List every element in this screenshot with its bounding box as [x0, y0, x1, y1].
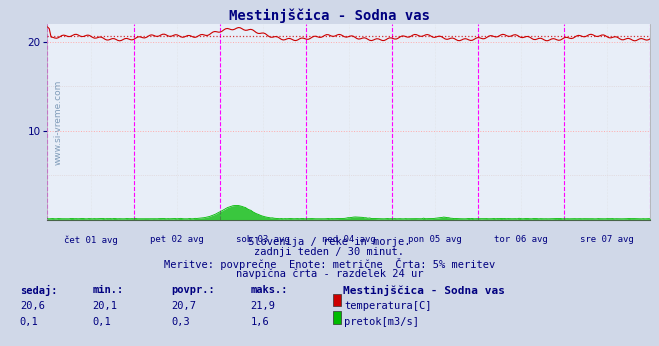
Text: 21,9: 21,9 [250, 301, 275, 311]
Text: sedaj:: sedaj: [20, 285, 57, 297]
Text: sob 03 avg: sob 03 avg [236, 235, 290, 244]
Text: temperatura[C]: temperatura[C] [344, 301, 432, 311]
Text: tor 06 avg: tor 06 avg [494, 235, 548, 244]
Text: www.si-vreme.com: www.si-vreme.com [53, 79, 63, 165]
Text: zadnji teden / 30 minut.: zadnji teden / 30 minut. [254, 247, 405, 257]
Text: 20,1: 20,1 [92, 301, 117, 311]
Text: pet 02 avg: pet 02 avg [150, 235, 204, 244]
Text: 1,6: 1,6 [250, 317, 269, 327]
Text: maks.:: maks.: [250, 285, 288, 295]
Text: 0,3: 0,3 [171, 317, 190, 327]
Text: čet 01 avg: čet 01 avg [64, 235, 117, 245]
Text: sre 07 avg: sre 07 avg [581, 235, 634, 244]
Text: 20,7: 20,7 [171, 301, 196, 311]
Text: Meritve: povprečne  Enote: metrične  Črta: 5% meritev: Meritve: povprečne Enote: metrične Črta:… [164, 258, 495, 270]
Text: navpična črta - razdelek 24 ur: navpična črta - razdelek 24 ur [236, 268, 423, 279]
Text: min.:: min.: [92, 285, 123, 295]
Text: 20,6: 20,6 [20, 301, 45, 311]
Text: 0,1: 0,1 [20, 317, 38, 327]
Text: ned 04 avg: ned 04 avg [322, 235, 376, 244]
Text: pon 05 avg: pon 05 avg [408, 235, 462, 244]
Text: pretok[m3/s]: pretok[m3/s] [344, 317, 419, 327]
Text: Slovenija / reke in morje.: Slovenija / reke in morje. [248, 237, 411, 247]
Text: Mestinjščica - Sodna vas: Mestinjščica - Sodna vas [343, 285, 505, 297]
Text: Mestinjščica - Sodna vas: Mestinjščica - Sodna vas [229, 9, 430, 23]
Text: povpr.:: povpr.: [171, 285, 215, 295]
Text: 0,1: 0,1 [92, 317, 111, 327]
